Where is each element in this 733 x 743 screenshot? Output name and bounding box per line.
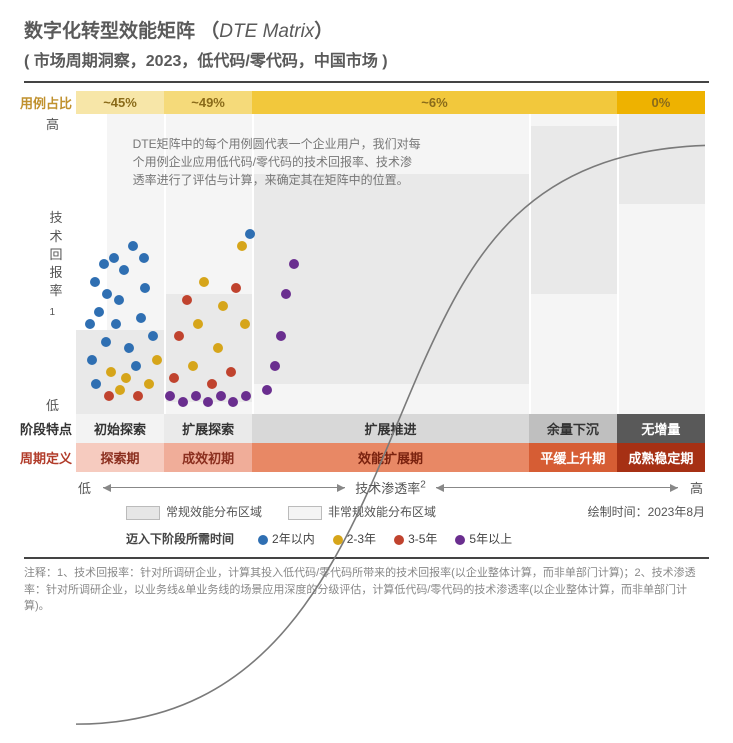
- yaxis-label: 技术回报率1: [42, 114, 70, 414]
- data-point: [111, 319, 121, 329]
- scatter-plot: 高 低 技术回报率1 DTE矩阵中的每个用例圆代表一个企业用户，我们对每个用例企…: [76, 114, 705, 414]
- data-point: [199, 277, 209, 287]
- data-point: [124, 343, 134, 353]
- data-point: [281, 289, 291, 299]
- title-en: DTE Matrix: [219, 21, 314, 42]
- xaxis-arrow-right: [436, 487, 678, 488]
- data-point: [87, 355, 97, 365]
- col-cell: 0%: [617, 91, 705, 114]
- data-point: [102, 289, 112, 299]
- plot-caption: DTE矩阵中的每个用例圆代表一个企业用户，我们对每个用例企业应用低代码/零代码的…: [133, 135, 422, 189]
- data-point: [99, 259, 109, 269]
- usecase-share-row: 用例占比 ~45%~49%~6%0%: [76, 91, 705, 114]
- data-point: [94, 307, 104, 317]
- data-point: [121, 373, 131, 383]
- stage-label: 阶段特点: [20, 414, 76, 443]
- data-point: [237, 241, 247, 251]
- data-point: [148, 331, 158, 341]
- data-point: [109, 253, 119, 263]
- data-point: [182, 295, 192, 305]
- data-point: [188, 361, 198, 371]
- data-point: [241, 391, 251, 401]
- data-point: [174, 331, 184, 341]
- data-point: [218, 301, 228, 311]
- data-point: [90, 277, 100, 287]
- data-point: [207, 379, 217, 389]
- data-point: [169, 373, 179, 383]
- data-point: [245, 229, 255, 239]
- title-cn: 数字化转型效能矩阵: [24, 21, 195, 42]
- data-point: [128, 241, 138, 251]
- data-point: [131, 361, 141, 371]
- chart-area: 用例占比 ~45%~49%~6%0% 高 低 技术回报率1 DTE矩阵中的每个用…: [76, 91, 705, 547]
- data-point: [165, 391, 175, 401]
- data-point: [119, 265, 129, 275]
- data-point: [144, 379, 154, 389]
- data-point: [133, 391, 143, 401]
- data-point: [262, 385, 272, 395]
- xaxis-lo: 低: [76, 478, 93, 497]
- col-cell: ~6%: [252, 91, 617, 114]
- xaxis-hi: 高: [688, 478, 705, 497]
- data-point: [136, 313, 146, 323]
- data-point: [178, 397, 188, 407]
- data-point: [104, 391, 114, 401]
- data-point: [114, 295, 124, 305]
- col-cell: ~49%: [164, 91, 252, 114]
- data-point: [289, 259, 299, 269]
- data-point: [213, 343, 223, 353]
- data-point: [203, 397, 213, 407]
- data-point: [139, 253, 149, 263]
- data-point: [193, 319, 203, 329]
- xaxis: 低 技术渗透率2 高: [76, 478, 705, 497]
- data-point: [276, 331, 286, 341]
- data-point: [115, 385, 125, 395]
- col-cell: ~45%: [76, 91, 164, 114]
- data-point: [106, 367, 116, 377]
- usecase-label: 用例占比: [20, 91, 76, 114]
- data-point: [191, 391, 201, 401]
- chart-title: 数字化转型效能矩阵 （DTE Matrix）: [24, 16, 709, 43]
- data-point: [231, 283, 241, 293]
- data-point: [140, 283, 150, 293]
- data-point: [240, 319, 250, 329]
- data-point: [270, 361, 280, 371]
- xaxis-arrow-left: [103, 487, 345, 488]
- chart-subtitle: ( 市场周期洞察，2023，低代码/零代码，中国市场 ): [24, 47, 709, 71]
- data-point: [101, 337, 111, 347]
- data-point: [216, 391, 226, 401]
- data-point: [226, 367, 236, 377]
- data-point: [85, 319, 95, 329]
- data-point: [228, 397, 238, 407]
- data-point: [152, 355, 162, 365]
- divider: [24, 81, 709, 83]
- data-point: [91, 379, 101, 389]
- xaxis-label: 技术渗透率2: [355, 478, 426, 497]
- period-label: 周期定义: [20, 443, 76, 472]
